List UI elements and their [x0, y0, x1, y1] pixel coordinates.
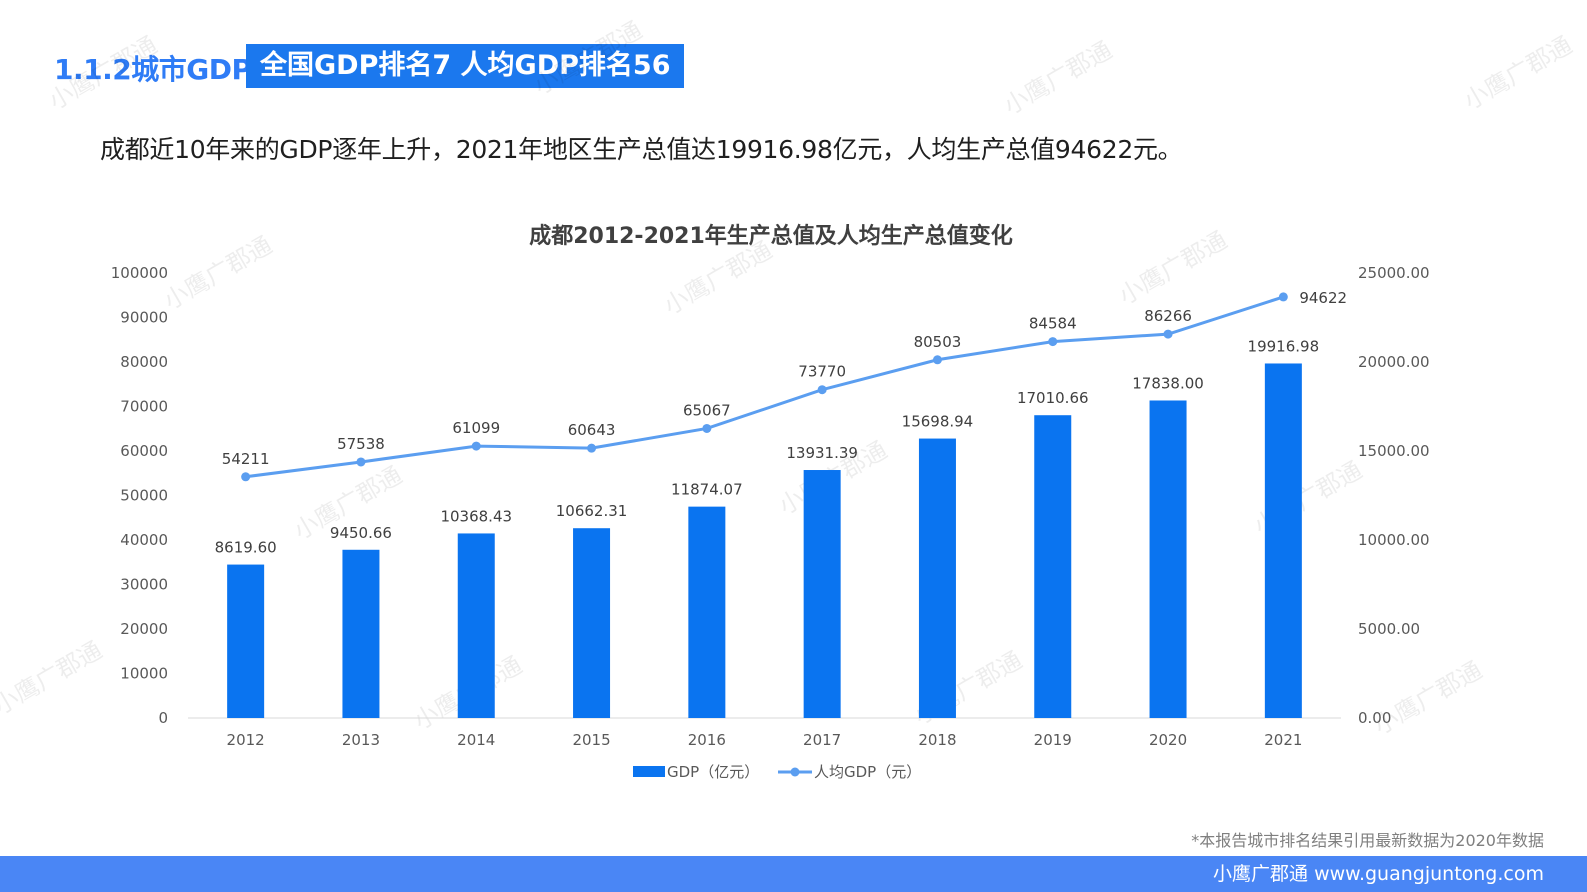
per-capita-label: 84584 — [1029, 315, 1077, 333]
per-capita-labels: 54211 57538 61099 60643 65067 73770 80503 84584… — [222, 289, 1347, 468]
per-capita-point — [241, 472, 251, 482]
gdp-bar-labels: 8619.60 9450.66 10368.43 10662.31 11874.07 13… — [215, 337, 1320, 556]
per-capita-point — [1278, 292, 1288, 302]
per-capita-point — [702, 423, 712, 433]
per-capita-point — [587, 443, 597, 453]
watermark-text: 小鹰广郡通 — [1114, 226, 1232, 310]
data-footnote: *本报告城市排名结果引用最新数据为2020年数据 — [1191, 831, 1544, 850]
left-axis-tick-label: 20000 — [120, 620, 168, 638]
right-axis-tick-label: 20000.00 — [1358, 353, 1430, 371]
gdp-bars — [227, 363, 1302, 718]
left-axis-tick-label: 0 — [158, 709, 168, 727]
gdp-bar-label: 10368.43 — [440, 507, 512, 525]
gdp-bar — [342, 549, 380, 718]
legend-label-gdp: GDP（亿元） — [667, 763, 759, 781]
right-axis-tick-label: 5000.00 — [1358, 620, 1420, 638]
per-capita-label: 80503 — [914, 333, 962, 351]
per-capita-label: 86266 — [1144, 307, 1192, 325]
gdp-bar-label: 15698.94 — [902, 413, 974, 431]
per-capita-point — [932, 355, 942, 365]
per-capita-point — [356, 457, 366, 467]
gdp-bar-label: 11874.07 — [671, 481, 743, 499]
watermark-text: 小鹰广郡通 — [529, 16, 647, 100]
per-capita-label: 57538 — [337, 435, 385, 453]
x-axis-tick-label: 2016 — [688, 731, 726, 749]
left-axis-tick-label: 50000 — [120, 487, 168, 505]
x-axis-tick-label: 2015 — [572, 731, 610, 749]
gdp-bar-label: 13931.39 — [786, 444, 858, 462]
watermark-text: 小鹰广郡通 — [44, 31, 162, 115]
left-axis-tick-label: 70000 — [120, 398, 168, 416]
per-capita-label: 61099 — [452, 419, 500, 437]
x-axis-tick-label: 2017 — [803, 731, 841, 749]
gdp-bar — [457, 533, 495, 718]
per-capita-point — [1048, 337, 1058, 347]
footer-bar: 小鹰广郡通 www.guangjuntong.com — [0, 856, 1587, 892]
left-axis-tick-label: 40000 — [120, 531, 168, 549]
summary-text: 成都近10年来的GDP逐年上升，2021年地区生产总值达19916.98亿元，人… — [100, 135, 1183, 164]
left-axis-tick-label: 10000 — [120, 665, 168, 683]
left-axis-tick-label: 30000 — [120, 576, 168, 594]
watermark-text: 小鹰广郡通 — [0, 636, 107, 720]
per-capita-point — [471, 441, 481, 451]
right-axis-tick-label: 0.00 — [1358, 709, 1391, 727]
footer-brand: 小鹰广郡通 www.guangjuntong.com — [1213, 863, 1544, 885]
x-axis-ticks: 2012 2013 2014 2015 2016 2017 2018 2019 2020 2021 — [227, 731, 1303, 749]
gdp-bar-label: 17838.00 — [1132, 374, 1204, 392]
watermark-text: 小鹰广郡通 — [1369, 656, 1487, 740]
x-axis-tick-label: 2018 — [918, 731, 956, 749]
right-axis-tick-label: 25000.00 — [1358, 264, 1430, 282]
gdp-bar-label: 9450.66 — [330, 524, 392, 542]
gdp-bar — [1264, 363, 1302, 718]
gdp-bar-label: 10662.31 — [556, 502, 628, 520]
gdp-bar — [573, 528, 611, 718]
right-axis-tick-label: 15000.00 — [1358, 442, 1430, 460]
per-capita-point — [1163, 329, 1173, 339]
per-capita-label: 65067 — [683, 401, 731, 419]
x-axis-tick-label: 2020 — [1149, 731, 1187, 749]
left-axis-ticks: 0 10000 20000 30000 40000 50000 60000 70000 8000… — [111, 264, 168, 727]
right-axis-ticks: 0.00 5000.00 10000.00 15000.00 20000.00 25000… — [1358, 264, 1430, 727]
gdp-bar-label: 19916.98 — [1248, 337, 1320, 355]
ranking-badge: 全国GDP排名7 人均GDP排名56 — [246, 44, 685, 88]
left-axis-tick-label: 60000 — [120, 442, 168, 460]
section-title: 1.1.2城市GDP — [54, 53, 252, 86]
gdp-bar — [918, 438, 956, 718]
per-capita-point — [817, 385, 827, 395]
x-axis-tick-label: 2014 — [457, 731, 495, 749]
per-capita-points — [241, 292, 1288, 482]
gdp-bar — [227, 564, 265, 718]
per-capita-line — [245, 295, 1284, 479]
gdp-bar-label: 8619.60 — [215, 539, 277, 557]
legend-swatch-gdp — [633, 766, 665, 777]
gdp-bar — [1149, 400, 1187, 718]
left-axis-tick-label: 90000 — [120, 309, 168, 327]
legend-label-per-capita: 人均GDP（元） — [814, 763, 921, 781]
left-axis-tick-label: 80000 — [120, 353, 168, 371]
watermark-text: 小鹰广郡通 — [159, 231, 277, 315]
x-axis-tick-label: 2019 — [1034, 731, 1072, 749]
per-capita-label: 54211 — [222, 450, 270, 468]
per-capita-label: 94622 — [1299, 289, 1347, 307]
legend-marker-per-capita — [790, 767, 800, 777]
x-axis-tick-label: 2013 — [342, 731, 380, 749]
per-capita-label: 60643 — [568, 421, 616, 439]
gdp-bar — [1034, 415, 1072, 718]
x-axis-tick-label: 2021 — [1264, 731, 1302, 749]
per-capita-label: 73770 — [798, 363, 846, 381]
watermark-text: 小鹰广郡通 — [999, 36, 1117, 120]
left-axis-tick-label: 100000 — [111, 264, 168, 282]
watermark-text: 小鹰广郡通 — [1459, 31, 1577, 115]
chart-title: 成都2012-2021年生产总值及人均生产总值变化 — [529, 223, 1013, 249]
chart-legend: GDP（亿元） 人均GDP（元） — [633, 763, 921, 781]
right-axis-tick-label: 10000.00 — [1358, 531, 1430, 549]
x-axis-tick-label: 2012 — [227, 731, 265, 749]
gdp-bar — [803, 470, 841, 718]
gdp-bar-label: 17010.66 — [1017, 389, 1089, 407]
gdp-bar — [688, 506, 726, 718]
